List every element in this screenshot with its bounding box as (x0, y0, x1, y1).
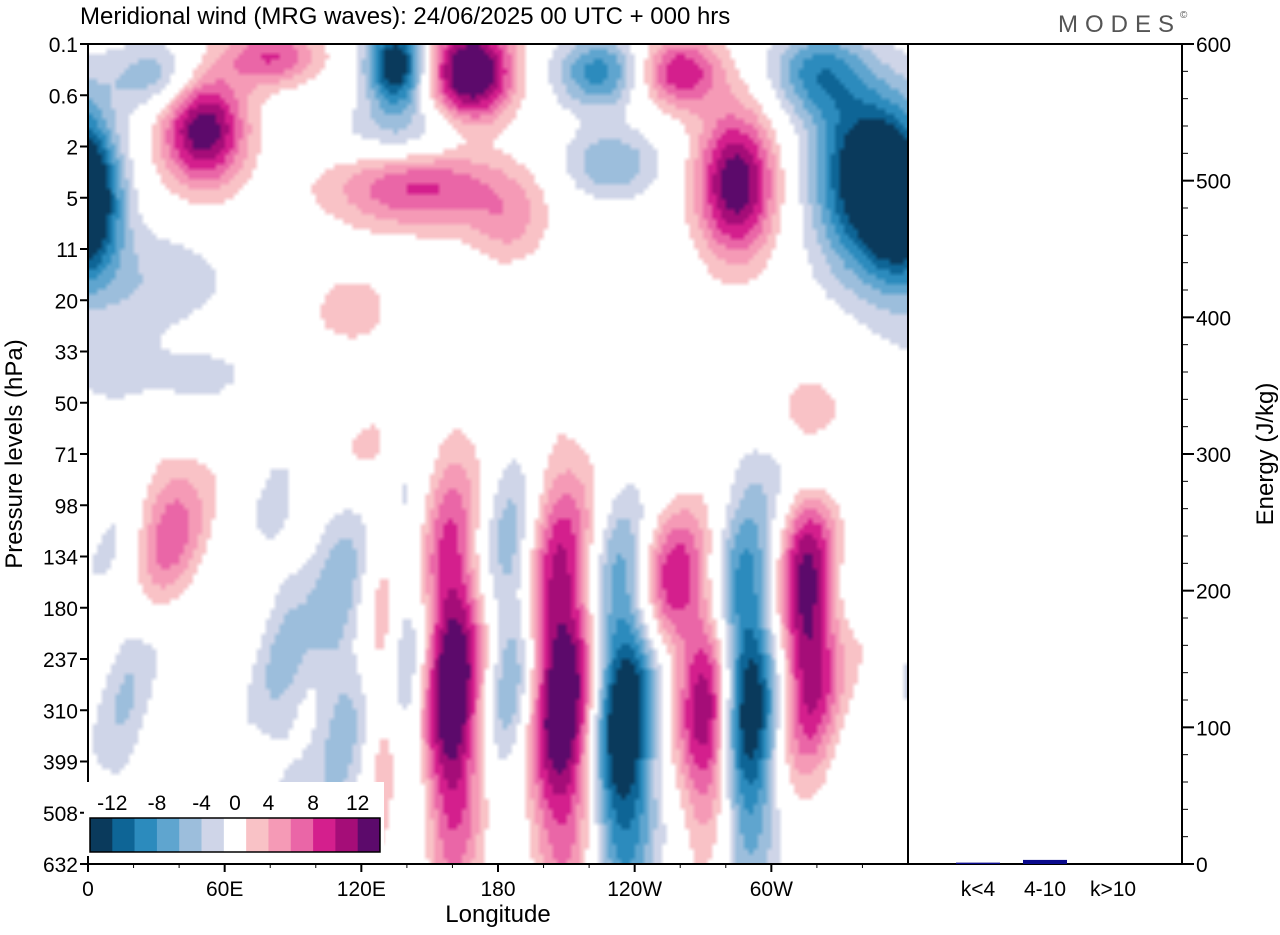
colorbar-frame (89, 817, 381, 853)
colorbar-swatch (156, 818, 180, 852)
longitude-tick-label: 120W (607, 878, 662, 901)
colorbar-swatch (112, 818, 135, 852)
energy-tick-label: 600 (1196, 34, 1231, 57)
pressure-tick-label: 71 (55, 444, 78, 467)
wind-field-layer (88, 44, 908, 864)
colorbar-swatch (134, 818, 158, 852)
pressure-tick-label: 508 (43, 803, 78, 826)
energy-category-labels: k<4 4-10 k>10 (961, 878, 1136, 901)
colorbar-swatch (335, 818, 358, 852)
energy-axis: 0 100 200 300 400 500 600 (1182, 34, 1231, 877)
pressure-tick-label: 237 (43, 649, 78, 672)
energy-category-label: k<4 (961, 878, 996, 901)
energy-bars (956, 859, 1135, 864)
pressure-tick-label: 2 (66, 137, 78, 160)
pressure-tick-label: 50 (55, 393, 78, 416)
energy-bar (1023, 859, 1067, 864)
colorbar-swatch (290, 818, 314, 852)
energy-tick-label: 500 (1196, 171, 1231, 194)
wind-field-image (88, 44, 908, 864)
energy-category-label: k>10 (1090, 878, 1136, 901)
energy-tick-label: 300 (1196, 444, 1231, 467)
energy-panel-frame (907, 43, 1183, 865)
colorbar-tick-label: 0 (229, 792, 241, 815)
pressure-tick-label: 11 (56, 239, 78, 262)
pressure-tick-label: 134 (43, 547, 78, 570)
colorbar-tick-label: -12 (97, 792, 127, 815)
colorbar-swatch (90, 818, 113, 852)
modes-logo: MODES (1058, 11, 1181, 38)
longitude-axis: 0 60E 120E 180 120W 60W (82, 864, 863, 901)
pressure-tick-label: 180 (43, 598, 78, 621)
longitude-tick-label: 60E (206, 878, 243, 901)
chart-title: Meridional wind (MRG waves): 24/06/2025 … (80, 3, 730, 30)
energy-tick-label: 200 (1196, 581, 1231, 604)
pressure-tick-label: 5 (66, 188, 78, 211)
colorbar-swatch (357, 818, 381, 852)
pressure-tick-label: 0.1 (49, 34, 78, 57)
x-axis-label: Longitude (445, 901, 550, 928)
energy-bar (1091, 863, 1135, 864)
colorbar-tick-label: 12 (346, 792, 369, 815)
longitude-tick-label: 180 (480, 878, 515, 901)
colorbar-tick-label: 8 (307, 792, 319, 815)
longitude-tick-label: 120E (337, 878, 386, 901)
energy-bar (956, 862, 1000, 864)
colorbar: -12 -8 -4 0 4 8 12 (84, 782, 384, 856)
pressure-axis: 0.1 0.6 2 5 11 20 33 50 71 98 134 180 237 310 399 508 63… (43, 34, 88, 877)
colorbar-tick-label: -8 (148, 792, 167, 815)
pressure-tick-label: 33 (55, 342, 78, 365)
colorbar-swatch (268, 818, 292, 852)
longitude-tick-label: 60W (750, 878, 793, 901)
pressure-tick-label: 20 (55, 290, 78, 313)
pressure-tick-label: 0.6 (49, 85, 78, 108)
colorbar-tick-label: -4 (192, 792, 211, 815)
logo-registered-mark: © (1180, 10, 1188, 21)
y-axis-label: Pressure levels (hPa) (1, 339, 28, 568)
colorbar-swatch (201, 818, 225, 852)
pressure-tick-label: 310 (43, 700, 78, 723)
pressure-tick-label: 632 (43, 854, 78, 877)
pressure-tick-label: 399 (43, 752, 78, 775)
colorbar-swatch (179, 818, 202, 852)
colorbar-swatch (223, 818, 247, 852)
colorbar-swatch (246, 818, 269, 852)
energy-category-label: 4-10 (1024, 878, 1066, 901)
longitude-tick-label: 0 (82, 878, 94, 901)
energy-tick-label: 0 (1196, 854, 1208, 877)
energy-axis-label: Energy (J/kg) (1252, 383, 1279, 526)
colorbar-swatch (313, 818, 336, 852)
colorbar-tick-label: 4 (263, 792, 275, 815)
energy-tick-label: 400 (1196, 307, 1231, 330)
pressure-tick-label: 98 (55, 495, 78, 518)
energy-tick-label: 100 (1196, 717, 1231, 740)
